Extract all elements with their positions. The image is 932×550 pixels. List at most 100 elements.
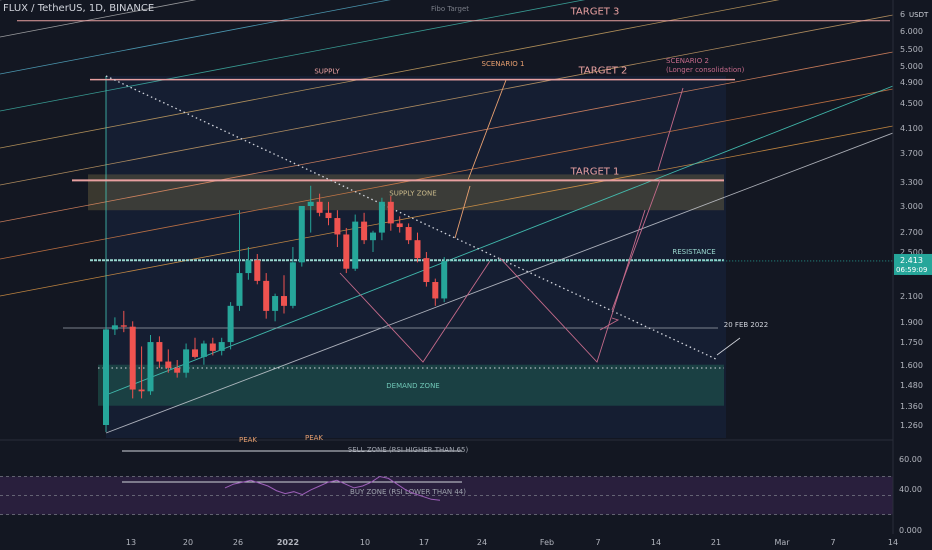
price-tick-label: 4.900: [900, 78, 923, 87]
time-tick-label: 17: [419, 538, 429, 547]
price-tick-label: 2.500: [900, 248, 923, 257]
candle-body: [156, 342, 163, 362]
candle-body: [183, 349, 190, 373]
fibo-channel-line: [0, 125, 894, 297]
price-tick-label: 2.700: [900, 228, 923, 237]
scenario-1-arrow: [467, 79, 507, 181]
candle-body: [254, 260, 261, 281]
fibo-channel-line: [0, 51, 894, 223]
candle-body: [103, 329, 109, 425]
candle-body: [147, 342, 154, 392]
price-tick-label: 1.260: [900, 421, 923, 430]
time-tick-label: 24: [477, 538, 487, 547]
price-tick-label: 4.500: [900, 99, 923, 108]
price-tick-label: 5.500: [900, 45, 923, 54]
channel-lower-line: [105, 132, 894, 434]
channel-mid-line: [105, 85, 894, 396]
time-tick-label: 21: [711, 538, 721, 547]
time-axis-bg: [0, 534, 932, 550]
candle-body: [174, 367, 181, 373]
candle-body: [111, 325, 118, 330]
candle-body: [423, 258, 430, 283]
rsi-tick-label: 40.00: [899, 485, 922, 494]
fibo-target-label: Fibo Target: [431, 5, 469, 13]
price-tick-label: 4.100: [900, 124, 923, 133]
current-price-tag: [894, 253, 932, 275]
price-tick-label: 6.000: [900, 27, 923, 36]
price-tick-label: 1.900: [900, 318, 923, 327]
candle-body: [387, 201, 394, 224]
candle-body: [396, 223, 403, 228]
price-tick-label: 6: [900, 10, 905, 19]
candle-body: [120, 325, 127, 327]
time-tick-label: 14: [651, 538, 661, 547]
fibo-channel-line: [0, 14, 894, 186]
peak-label: PEAK: [305, 434, 323, 442]
level-label: TARGET 1: [570, 166, 620, 177]
candle-body: [316, 201, 323, 213]
level-label: TARGET 2: [578, 66, 628, 77]
candle-body: [441, 261, 448, 299]
countdown-label: 06:59:09: [896, 266, 927, 274]
time-tick-label: Mar: [774, 538, 790, 547]
fibo-channel-line: [0, 0, 586, 112]
fibo-channel-line: [0, 0, 197, 38]
level-label: 20 FEB 2022: [724, 321, 768, 329]
time-tick-label: 13: [126, 538, 136, 547]
price-tick-label: 5.000: [900, 62, 923, 71]
time-tick-label: 26: [233, 538, 243, 547]
price-tick-label: 1.750: [900, 338, 923, 347]
scenario-arrow: [454, 185, 471, 239]
candle-body: [263, 280, 270, 311]
candle-body: [245, 260, 252, 274]
level-label: RESISTANCE: [672, 248, 715, 256]
price-tick-label: 1.600: [900, 361, 923, 370]
candle-body: [129, 326, 136, 390]
time-tick-label: 10: [360, 538, 370, 547]
time-tick-label: 7: [595, 538, 600, 547]
candle-body: [405, 227, 412, 241]
candle-body: [325, 212, 332, 219]
rsi-line: [224, 475, 441, 501]
level-label: SUPPLY: [314, 68, 340, 76]
demand-zone-label: DEMAND ZONE: [386, 382, 439, 390]
date-pointer: [716, 337, 741, 356]
candle-body: [218, 342, 225, 351]
time-tick-label: 20: [183, 538, 193, 547]
candle-body: [227, 305, 234, 343]
price-tick-label: 3.300: [900, 178, 923, 187]
sell-zone-label: SELL ZONE (RSI HIGHER THAN 65): [348, 446, 469, 454]
candle-body: [343, 234, 350, 269]
rsi-tick-label: 60.00: [899, 455, 922, 464]
scenario-2-arrow: [657, 87, 684, 171]
candle-body: [361, 221, 368, 241]
candle-body: [307, 201, 314, 206]
fibo-channel-line: [0, 0, 780, 149]
time-tick-label: 14: [888, 538, 898, 547]
price-tick-label: 3.700: [900, 149, 923, 158]
candle-body: [370, 232, 376, 241]
supply-zone-label: SUPPLY ZONE: [389, 189, 436, 197]
peak-label: PEAK: [239, 436, 257, 444]
symbol-title: FLUX / TetherUS, 1D, BINANCE: [3, 3, 155, 14]
time-tick-label: 7: [830, 538, 835, 547]
scenario-path: [499, 209, 646, 363]
candle-body: [281, 296, 287, 306]
candle-body: [165, 361, 172, 368]
candle-body: [192, 349, 198, 357]
scenario-1-label: SCENARIO 1: [482, 60, 525, 68]
fibo-channel-line: [0, 88, 894, 260]
candle-body: [334, 218, 341, 235]
candle-body: [209, 343, 216, 351]
time-tick-label: Feb: [540, 538, 554, 547]
buy-zone-label: BUY ZONE (RSI LOWER THAN 44): [350, 488, 466, 496]
rsi-tick-label: 0.000: [899, 526, 922, 535]
candle-body: [378, 201, 385, 233]
currency-label: USDT: [909, 11, 929, 19]
price-tick-label: 3.000: [900, 202, 923, 211]
candle-body: [298, 205, 305, 263]
price-tick-label: 1.480: [900, 381, 923, 390]
current-price-value: 2.413: [900, 256, 923, 265]
candle-body: [414, 240, 421, 259]
